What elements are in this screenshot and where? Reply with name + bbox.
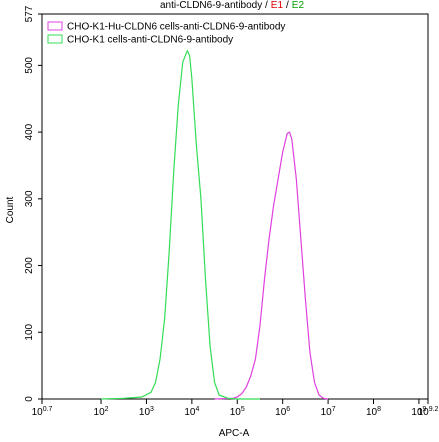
x-tick-power: 3 xyxy=(150,406,154,413)
title-part: / xyxy=(286,0,289,11)
x-tick-label: 109 xyxy=(411,406,426,418)
x-axis-label: APC-A xyxy=(219,428,250,439)
title-part: anti-CLDN6-9-antibody / xyxy=(160,0,268,11)
plot-frame xyxy=(41,13,429,400)
legend-swatch xyxy=(47,34,63,44)
x-tick-base: 10 xyxy=(32,407,44,418)
x-tick-base: 10 xyxy=(321,407,333,418)
x-tick-label: 100.7 xyxy=(32,406,53,418)
x-tick-power: 0.7 xyxy=(43,406,53,413)
histogram-line xyxy=(101,50,260,400)
y-tick-label: 577 xyxy=(24,5,35,22)
title-part: E2 xyxy=(292,0,305,11)
x-tick-power: 9 xyxy=(423,406,427,413)
x-tick-power: 6 xyxy=(286,406,290,413)
x-tick-label: 106 xyxy=(275,406,290,418)
y-tick-label: 200 xyxy=(24,257,35,274)
x-tick-power: 8 xyxy=(377,406,381,413)
x-tick-power: 4 xyxy=(195,406,199,413)
x-tick-base: 10 xyxy=(411,407,423,418)
y-tick-label: 500 xyxy=(24,57,35,74)
x-tick-label: 105 xyxy=(230,406,245,418)
x-tick-base: 10 xyxy=(139,407,151,418)
x-tick-base: 10 xyxy=(366,407,378,418)
y-tick-label: 300 xyxy=(24,190,35,207)
x-tick-power: 5 xyxy=(241,406,245,413)
title-part: E1 xyxy=(271,0,284,11)
y-axis-label: Count xyxy=(5,196,16,223)
x-tick-base: 10 xyxy=(275,407,287,418)
x-tick-power: 7 xyxy=(332,406,336,413)
legend-label: CHO-K1-Hu-CLDN6 cells-anti-CLDN6-9-antib… xyxy=(67,22,285,33)
x-tick-label: 107 xyxy=(321,406,336,418)
x-tick-base: 10 xyxy=(184,407,196,418)
x-tick-label: 104 xyxy=(184,406,199,418)
x-tick-label: 108 xyxy=(366,406,381,418)
histogram-line xyxy=(214,131,329,400)
legend-label: CHO-K1 cells-anti-CLDN6-9-antibody xyxy=(67,35,233,46)
x-tick-label: 102 xyxy=(94,406,109,418)
x-tick-base: 10 xyxy=(94,407,106,418)
x-tick-label: 103 xyxy=(139,406,154,418)
x-tick-base: 10 xyxy=(230,407,242,418)
x-tick-power: 2 xyxy=(105,406,109,413)
chart-title: anti-CLDN6-9-antibody / E1/E2 xyxy=(160,0,305,11)
y-tick-label: 400 xyxy=(24,123,35,140)
y-tick-label: 0 xyxy=(24,396,35,402)
x-tick-base: 10 xyxy=(418,407,430,418)
x-tick-label: 109.2 xyxy=(418,406,439,418)
x-tick-power: 9.2 xyxy=(429,406,439,413)
legend-swatch xyxy=(47,21,63,31)
y-tick-label: 100 xyxy=(24,323,35,340)
